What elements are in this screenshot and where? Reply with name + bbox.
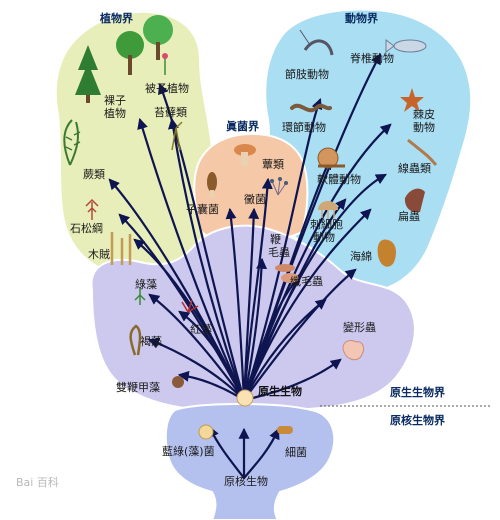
label-dinoflagellates: 雙鞭甲藻 (116, 380, 160, 394)
label-cnidarians-line1: 刺細胞 (310, 218, 343, 231)
label-ascomycetes: 子囊菌 (186, 202, 219, 216)
label-flatworms: 扁蟲 (398, 210, 420, 223)
label-mollusks: 軟體動物 (317, 172, 361, 186)
label-cnidarians-line2: 動物 (313, 230, 335, 244)
label-red-algae: 紅藻 (190, 323, 212, 336)
fish-icon (385, 39, 427, 53)
label-nematodes: 線蟲類 (398, 161, 431, 175)
monera-realm-title: 原核生物界 (390, 413, 445, 427)
label-green-algae: 綠藻 (135, 278, 157, 291)
horsetail-icon (110, 232, 132, 265)
protist-cell-icon (236, 389, 254, 407)
brown-alga-icon (129, 324, 142, 356)
label-bryophytes: 苔蘚類 (154, 105, 187, 119)
label-echinoderms-line2: 動物 (413, 120, 435, 134)
protista-realm-title: 原生生物界 (390, 385, 445, 399)
shrimp-icon (299, 29, 334, 56)
clubmoss-icon (85, 198, 99, 220)
nematode-icon (407, 138, 438, 166)
label-flagellates-line1: 鞭 (270, 232, 281, 246)
moss-icon (171, 121, 183, 151)
label-amoeba: 變形蟲 (343, 320, 376, 334)
amoeba-icon (342, 339, 365, 361)
label-bacteria: 細菌 (285, 446, 307, 459)
watermark: Bai 百科 (16, 475, 59, 489)
label-prokaryotes: 原核生物 (224, 474, 268, 488)
plants-kingdom-title: 植物界 (99, 11, 133, 25)
worm-icon (290, 103, 332, 113)
label-horsetails: 木賊 (88, 248, 110, 261)
snail-icon (317, 147, 345, 169)
sponge-icon (377, 239, 396, 267)
dinoflagellate-icon (172, 376, 184, 388)
flatworm-icon (404, 188, 425, 213)
cyanobacterium-icon (198, 424, 214, 440)
label-molds: 黴菌 (244, 192, 266, 206)
ciliate-icon (281, 273, 299, 283)
label-vertebrates: 脊椎動物 (350, 51, 394, 65)
animals-kingdom-title: 動物界 (345, 11, 378, 25)
jellyfish-icon (318, 201, 338, 219)
monera-region (164, 402, 336, 520)
label-flagellates-line2: 毛蟲 (268, 246, 290, 259)
label-arthropods: 節肢動物 (285, 67, 329, 81)
label-gymnosperms-line2: 植物 (104, 106, 126, 120)
fern-icon (63, 119, 81, 166)
mushroom-icon (234, 144, 256, 166)
label-gymnosperms-line1: 裸子 (104, 93, 126, 107)
label-annelids: 環節動物 (282, 120, 326, 134)
conifer-tree-icon (75, 45, 101, 103)
label-cyanobacteria: 藍綠(藻)菌 (162, 445, 215, 458)
red-alga-icon (181, 299, 199, 313)
label-angiosperms: 被子植物 (145, 81, 189, 95)
bacterium-icon (277, 426, 293, 434)
label-ferns: 蕨類 (83, 168, 105, 181)
evolution-arrows (108, 53, 392, 480)
mold-icon (270, 177, 288, 196)
label-lycopods: 石松綱 (70, 221, 103, 235)
label-brown-algae: 褐藻 (140, 334, 162, 348)
label-protists: 原生生物 (258, 384, 302, 398)
label-ciliates: 纖毛蟲 (290, 274, 323, 288)
flagellate-icon (275, 264, 295, 272)
starfish-icon (400, 88, 424, 112)
label-mushrooms: 蕈類 (262, 157, 284, 171)
flower-icon (162, 53, 168, 75)
label-echinoderms-line1: 棘皮 (413, 108, 435, 121)
green-alga-icon (134, 287, 146, 305)
broadleaf-tree-icon (116, 15, 173, 75)
label-sponges: 海綿 (350, 249, 372, 263)
fungi-kingdom-title: 眞菌界 (226, 119, 259, 133)
morel-icon (207, 172, 217, 198)
